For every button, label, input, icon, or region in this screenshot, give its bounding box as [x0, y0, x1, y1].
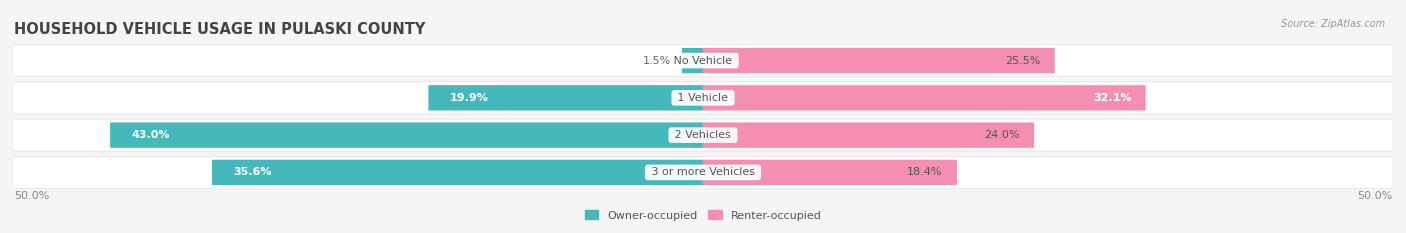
- Text: Source: ZipAtlas.com: Source: ZipAtlas.com: [1281, 19, 1385, 29]
- FancyBboxPatch shape: [14, 156, 1392, 188]
- FancyBboxPatch shape: [703, 85, 1146, 110]
- FancyBboxPatch shape: [14, 82, 1392, 114]
- Text: 25.5%: 25.5%: [1005, 56, 1040, 65]
- Text: 35.6%: 35.6%: [233, 168, 271, 177]
- Text: 3 or more Vehicles: 3 or more Vehicles: [648, 168, 758, 177]
- FancyBboxPatch shape: [14, 119, 1392, 151]
- Legend: Owner-occupied, Renter-occupied: Owner-occupied, Renter-occupied: [582, 208, 824, 223]
- Text: 43.0%: 43.0%: [131, 130, 170, 140]
- Text: No Vehicle: No Vehicle: [671, 56, 735, 65]
- Text: 1.5%: 1.5%: [643, 56, 671, 65]
- Text: HOUSEHOLD VEHICLE USAGE IN PULASKI COUNTY: HOUSEHOLD VEHICLE USAGE IN PULASKI COUNT…: [14, 22, 426, 37]
- FancyBboxPatch shape: [212, 160, 703, 185]
- Text: 50.0%: 50.0%: [14, 191, 49, 201]
- FancyBboxPatch shape: [703, 160, 957, 185]
- Text: 19.9%: 19.9%: [450, 93, 488, 103]
- FancyBboxPatch shape: [703, 48, 1054, 73]
- FancyBboxPatch shape: [14, 45, 1392, 77]
- Text: 2 Vehicles: 2 Vehicles: [671, 130, 735, 140]
- Text: 18.4%: 18.4%: [907, 168, 943, 177]
- FancyBboxPatch shape: [429, 85, 703, 110]
- FancyBboxPatch shape: [682, 48, 703, 73]
- Text: 32.1%: 32.1%: [1092, 93, 1132, 103]
- FancyBboxPatch shape: [703, 123, 1033, 148]
- Text: 50.0%: 50.0%: [1357, 191, 1392, 201]
- Text: 1 Vehicle: 1 Vehicle: [675, 93, 731, 103]
- Text: 24.0%: 24.0%: [984, 130, 1019, 140]
- FancyBboxPatch shape: [110, 123, 703, 148]
